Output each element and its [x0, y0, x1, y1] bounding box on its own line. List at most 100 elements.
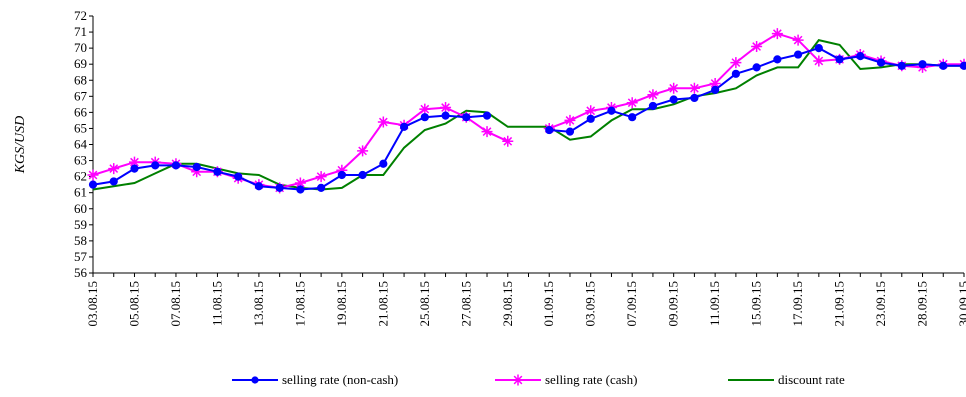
data-point-circle: [608, 107, 615, 114]
data-point-star: [316, 171, 327, 182]
x-tick-label: 11.09.15: [707, 281, 722, 326]
legend-marker-star: [513, 375, 524, 386]
data-point-circle: [836, 56, 843, 63]
data-point-circle: [400, 123, 407, 130]
data-point-circle: [463, 114, 470, 121]
data-point-circle: [276, 184, 283, 191]
y-tick-label: 72: [74, 8, 87, 23]
y-tick-label: 65: [74, 120, 87, 135]
x-tick-label: 30.09.15: [956, 281, 966, 327]
data-point-circle: [421, 114, 428, 121]
x-tick-label: 05.08.15: [126, 281, 141, 327]
data-point-star: [647, 89, 658, 100]
series-line-2: [93, 40, 964, 189]
y-tick-label: 62: [74, 169, 87, 184]
data-point-star: [772, 28, 783, 39]
x-tick-label: 07.09.15: [624, 281, 639, 327]
x-tick-label: 27.08.15: [458, 281, 473, 327]
y-tick-label: 70: [74, 40, 87, 55]
data-point-star: [440, 102, 451, 113]
data-point-circle: [297, 186, 304, 193]
y-tick-label: 69: [74, 56, 87, 71]
data-point-circle: [670, 96, 677, 103]
data-point-circle: [794, 51, 801, 58]
x-tick-label: 29.08.15: [500, 281, 515, 327]
data-point-circle: [380, 160, 387, 167]
x-tick-label: 23.09.15: [873, 281, 888, 327]
data-point-star: [689, 83, 700, 94]
data-point-circle: [712, 86, 719, 93]
data-point-circle: [152, 162, 159, 169]
x-tick-label: 19.08.15: [334, 281, 349, 327]
data-point-circle: [940, 62, 947, 69]
data-point-circle: [442, 112, 449, 119]
series-line-0: [93, 48, 964, 189]
data-point-circle: [732, 70, 739, 77]
x-tick-label: 13.08.15: [251, 281, 266, 327]
data-point-circle: [110, 178, 117, 185]
y-tick-label: 56: [74, 265, 88, 280]
data-point-circle: [172, 162, 179, 169]
data-point-star: [88, 170, 99, 181]
data-point-star: [668, 83, 679, 94]
data-point-circle: [774, 56, 781, 63]
data-point-circle: [566, 128, 573, 135]
data-point-star: [564, 115, 575, 126]
data-point-circle: [89, 181, 96, 188]
data-point-circle: [815, 45, 822, 52]
data-point-circle: [857, 53, 864, 60]
y-axis-label: KGS/USD: [13, 116, 28, 175]
y-tick-label: 64: [74, 137, 88, 152]
y-tick-label: 66: [74, 104, 88, 119]
y-tick-label: 68: [74, 72, 87, 87]
x-tick-label: 25.08.15: [417, 281, 432, 327]
x-tick-label: 03.09.15: [583, 281, 598, 327]
data-point-star: [378, 117, 389, 128]
y-tick-label: 63: [74, 153, 87, 168]
data-point-star: [751, 41, 762, 52]
y-tick-label: 60: [74, 201, 87, 216]
data-point-star: [730, 57, 741, 68]
data-point-circle: [235, 173, 242, 180]
x-tick-label: 17.09.15: [790, 281, 805, 327]
x-tick-label: 07.08.15: [168, 281, 183, 327]
x-tick-label: 15.09.15: [749, 281, 764, 327]
data-point-circle: [546, 126, 553, 133]
legend-label: selling rate (cash): [545, 372, 637, 387]
x-tick-label: 21.08.15: [375, 281, 390, 327]
y-tick-label: 71: [74, 24, 87, 39]
data-point-circle: [338, 171, 345, 178]
data-point-star: [813, 55, 824, 66]
data-point-star: [108, 163, 119, 174]
data-point-circle: [919, 61, 926, 68]
data-point-circle: [255, 183, 262, 190]
data-point-circle: [131, 165, 138, 172]
x-tick-label: 17.08.15: [292, 281, 307, 327]
y-tick-label: 58: [74, 233, 87, 248]
data-point-star: [793, 35, 804, 46]
data-point-circle: [898, 62, 905, 69]
legend-label: discount rate: [778, 372, 845, 387]
y-tick-label: 57: [74, 249, 88, 264]
x-tick-label: 28.09.15: [915, 281, 930, 327]
data-point-circle: [649, 102, 656, 109]
data-point-circle: [691, 94, 698, 101]
x-tick-label: 01.09.15: [541, 281, 556, 327]
data-point-star: [627, 97, 638, 108]
data-point-circle: [960, 62, 966, 69]
x-tick-label: 21.09.15: [832, 281, 847, 327]
data-point-circle: [629, 114, 636, 121]
data-point-circle: [483, 112, 490, 119]
data-point-circle: [587, 115, 594, 122]
y-tick-label: 59: [74, 217, 87, 232]
data-point-star: [585, 105, 596, 116]
data-point-circle: [877, 59, 884, 66]
x-tick-label: 03.08.15: [85, 281, 100, 327]
data-point-star: [502, 136, 513, 147]
data-point-circle: [753, 64, 760, 71]
legend-label: selling rate (non-cash): [282, 372, 398, 387]
y-tick-label: 67: [74, 88, 88, 103]
data-point-circle: [359, 171, 366, 178]
